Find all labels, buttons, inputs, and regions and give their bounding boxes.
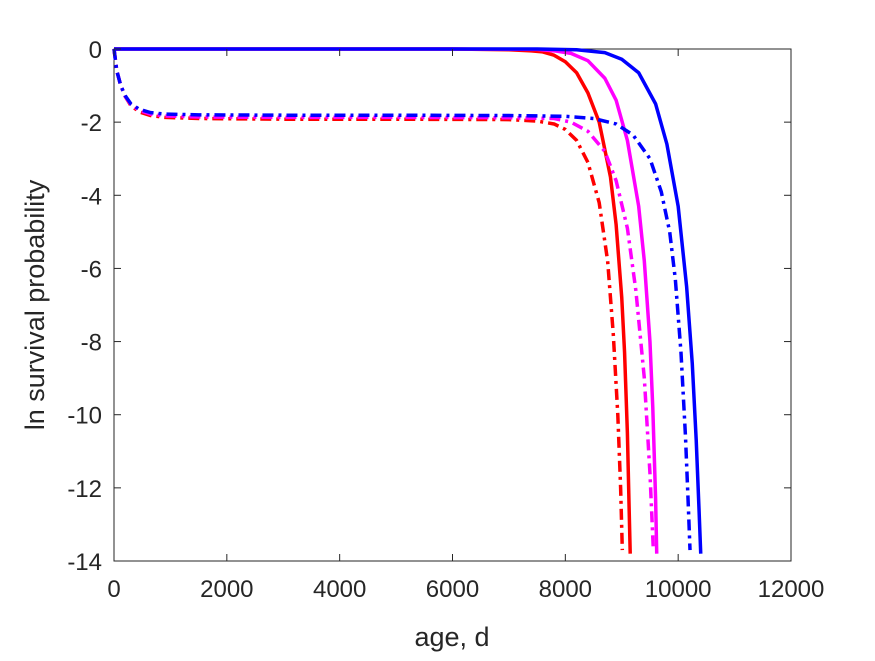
- x-tick-label: 8000: [539, 576, 592, 603]
- series-line-3: [114, 47, 703, 554]
- x-axis-ticks: 0 2000 4000 6000 8000 10000 12000: [107, 49, 824, 603]
- series-line-6: [112, 48, 692, 551]
- y-tick-label: -4: [81, 183, 102, 210]
- x-tick-label: 2000: [200, 576, 253, 603]
- y-tick-label: -12: [67, 476, 102, 503]
- x-tick-label: 6000: [426, 576, 479, 603]
- x-axis-label: age, d: [414, 622, 489, 652]
- series-layer: [112, 47, 703, 554]
- y-tick-label: -6: [81, 256, 102, 283]
- y-axis-ticks: 0 -2 -4 -6 -8 -10 -12 -14: [67, 37, 791, 576]
- y-tick-label: -14: [67, 549, 102, 576]
- x-tick-label: 0: [107, 576, 120, 603]
- y-tick-label: 0: [89, 37, 102, 64]
- y-tick-label: -10: [67, 403, 102, 430]
- x-tick-label: 4000: [313, 576, 366, 603]
- x-tick-label: 10000: [645, 576, 712, 603]
- y-tick-label: -8: [81, 330, 102, 357]
- y-tick-label: -2: [81, 110, 102, 137]
- y-axis-label: ln survival probability: [20, 179, 50, 430]
- x-tick-label: 12000: [758, 576, 825, 603]
